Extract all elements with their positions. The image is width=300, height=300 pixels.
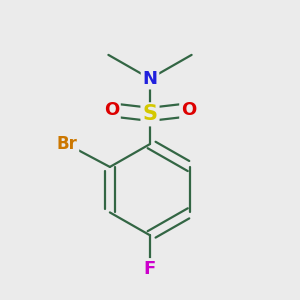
Text: N: N [142,70,158,88]
Text: O: O [104,101,119,119]
Text: O: O [181,101,196,119]
Text: S: S [142,104,158,124]
Text: Br: Br [56,135,77,153]
Text: F: F [144,260,156,278]
